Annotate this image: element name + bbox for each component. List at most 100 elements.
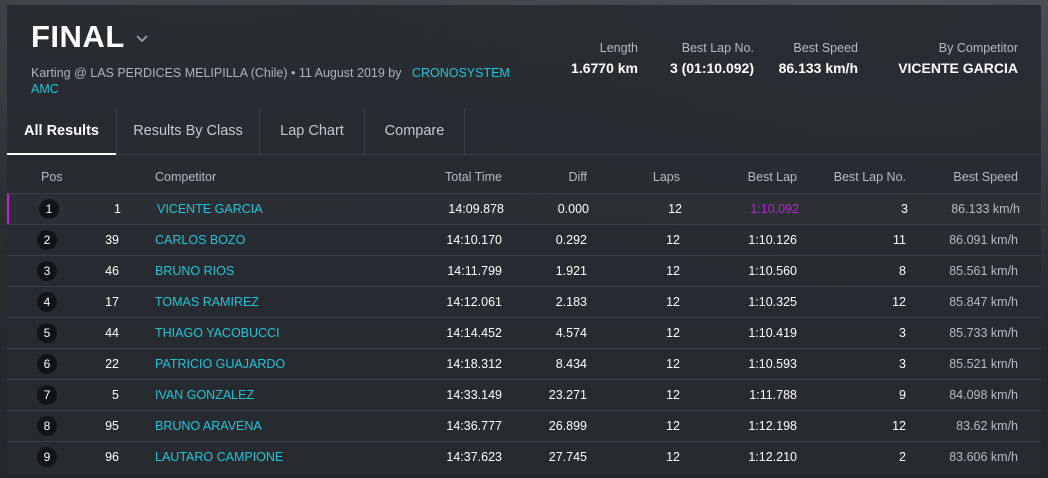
competitor-name[interactable]: BRUNO ARAVENA [155,419,262,433]
col-total-time[interactable]: Total Time [445,170,502,184]
organizer-link[interactable]: CRONOSYSTEM AMC [31,66,510,96]
car-number: 39 [105,233,119,247]
col-competitor[interactable]: Competitor [155,170,217,184]
tab-divider [364,108,365,154]
best-lap-number: 3 [899,357,906,371]
best-lap-number: 11 [893,233,906,247]
diff-value: 2.183 [555,295,587,309]
col-best-speed[interactable]: Best Speed [953,170,1018,184]
position-badge: 8 [37,416,57,436]
diff-value: 23.271 [548,388,587,402]
stat-value: 3 (01:10.092) [669,60,754,76]
total-time: 14:33.149 [446,388,502,402]
col-best-lap[interactable]: Best Lap [747,170,797,184]
laps-value: 12 [668,202,682,216]
competitor-name[interactable]: LAUTARO CAMPIONE [155,450,284,464]
page-header: FINAL [31,19,149,55]
diff-value: 1.921 [555,264,587,278]
table-row[interactable]: 3 46 BRUNO RIOS 14:11.799 1.921 12 1:10.560 8 85… [7,255,1041,286]
table-row[interactable]: 9 96 LAUTARO CAMPIONE 14:37.623 27.745 12 1:12… [7,441,1041,472]
position-badge: 6 [37,354,57,374]
total-time: 14:09.878 [448,202,504,216]
col-laps[interactable]: Laps [652,170,680,184]
total-time: 14:14.452 [446,326,502,340]
stat-value: VICENTE GARCIA [898,60,1018,76]
stat-best-speed: Best Speed 86.133 km/h [757,41,858,76]
tab-all-results[interactable]: All Results [7,108,116,155]
table-row[interactable]: 1 1 VICENTE GARCIA 14:09.878 0.000 12 1:10.092… [7,193,1043,224]
total-time: 14:36.777 [446,419,502,433]
table-header: Pos Competitor Total Time Diff Laps Best… [7,162,1041,192]
laps-value: 12 [666,326,680,340]
laps-value: 12 [666,233,680,247]
table-row[interactable]: 2 39 CARLOS BOZO 14:10.170 0.292 12 1:10.126 11… [7,224,1041,255]
total-time: 14:12.061 [446,295,502,309]
col-diff[interactable]: Diff [568,170,587,184]
car-number: 96 [105,450,119,464]
best-speed-value: 86.091 km/h [949,233,1018,247]
total-time: 14:10.170 [446,233,502,247]
best-speed-value: 84.098 km/h [949,388,1018,402]
best-lap-time: 1:11.788 [749,388,797,402]
diff-value: 0.292 [555,233,587,247]
position-badge: 7 [37,385,57,405]
total-time: 14:18.312 [446,357,502,371]
tab-divider [259,108,260,154]
best-lap-time: 1:10.593 [748,357,797,371]
competitor-name[interactable]: IVAN GONZALEZ [155,388,255,402]
page-title: FINAL [31,19,125,54]
best-lap-time: 1:12.198 [748,419,797,433]
stat-label: Length [599,41,638,55]
tab-divider [464,108,465,154]
tab-results-by-class[interactable]: Results By Class [133,123,243,139]
competitor-name[interactable]: VICENTE GARCIA [157,202,263,216]
position-badge: 2 [37,230,57,250]
laps-value: 12 [666,295,680,309]
results-tabs: All Results Results By Class Lap Chart C… [7,108,1041,155]
position-badge: 1 [39,199,59,219]
stat-value: 86.133 km/h [778,60,858,76]
position-badge: 4 [37,292,57,312]
best-lap-time: 1:10.126 [748,233,797,247]
car-number: 44 [105,326,119,340]
best-speed-value: 83.62 km/h [956,419,1018,433]
col-best-lap-no[interactable]: Best Lap No. [833,170,906,184]
competitor-name[interactable]: THIAGO YACOBUCCI [155,326,280,340]
table-row[interactable]: 5 44 THIAGO YACOBUCCI 14:14.452 4.574 12 1:10.… [7,317,1041,348]
car-number: 46 [105,264,119,278]
best-lap-number: 12 [892,419,906,433]
car-number: 5 [112,388,119,402]
position-badge: 3 [37,261,57,281]
stat-best-lap-no: Best Lap No. 3 (01:10.092) [637,41,754,76]
best-lap-time: 1:12.210 [748,450,797,464]
results-panel: FINAL Karting @ LAS PERDICES MELIPILLA (… [7,5,1043,475]
competitor-name[interactable]: BRUNO RIOS [155,264,235,278]
stat-label: Best Speed [793,41,858,55]
table-row[interactable]: 8 95 BRUNO ARAVENA 14:36.777 26.899 12 1:12.19… [7,410,1041,441]
tab-compare[interactable]: Compare [384,123,445,139]
competitor-name[interactable]: PATRICIO GUAJARDO [155,357,286,371]
event-info: Karting @ LAS PERDICES MELIPILLA (Chile)… [31,66,402,80]
diff-value: 26.899 [548,419,587,433]
table-row[interactable]: 6 22 PATRICIO GUAJARDO 14:18.312 8.434 12 1:10… [7,348,1041,379]
table-row[interactable]: 4 17 TOMAS RAMIREZ 14:12.061 2.183 12 1:10.325… [7,286,1041,317]
car-number: 17 [105,295,119,309]
best-speed-value: 83.606 km/h [949,450,1018,464]
diff-value: 8.434 [555,357,587,371]
best-speed-value: 85.561 km/h [949,264,1018,278]
laps-value: 12 [666,450,680,464]
stat-label: Best Lap No. [681,41,754,55]
car-number: 22 [105,357,119,371]
best-lap-number: 9 [899,388,906,402]
chevron-down-icon[interactable] [135,30,149,48]
col-pos[interactable]: Pos [41,170,63,184]
competitor-name[interactable]: CARLOS BOZO [155,233,246,247]
position-badge: 9 [37,447,57,467]
laps-value: 12 [666,264,680,278]
table-row[interactable]: 7 5 IVAN GONZALEZ 14:33.149 23.271 12 1:11.788… [7,379,1041,410]
best-speed-value: 85.521 km/h [949,357,1018,371]
best-lap-time: 1:10.560 [748,264,797,278]
stat-length: Length 1.6770 km [538,41,638,76]
competitor-name[interactable]: TOMAS RAMIREZ [155,295,259,309]
tab-lap-chart[interactable]: Lap Chart [280,123,344,139]
